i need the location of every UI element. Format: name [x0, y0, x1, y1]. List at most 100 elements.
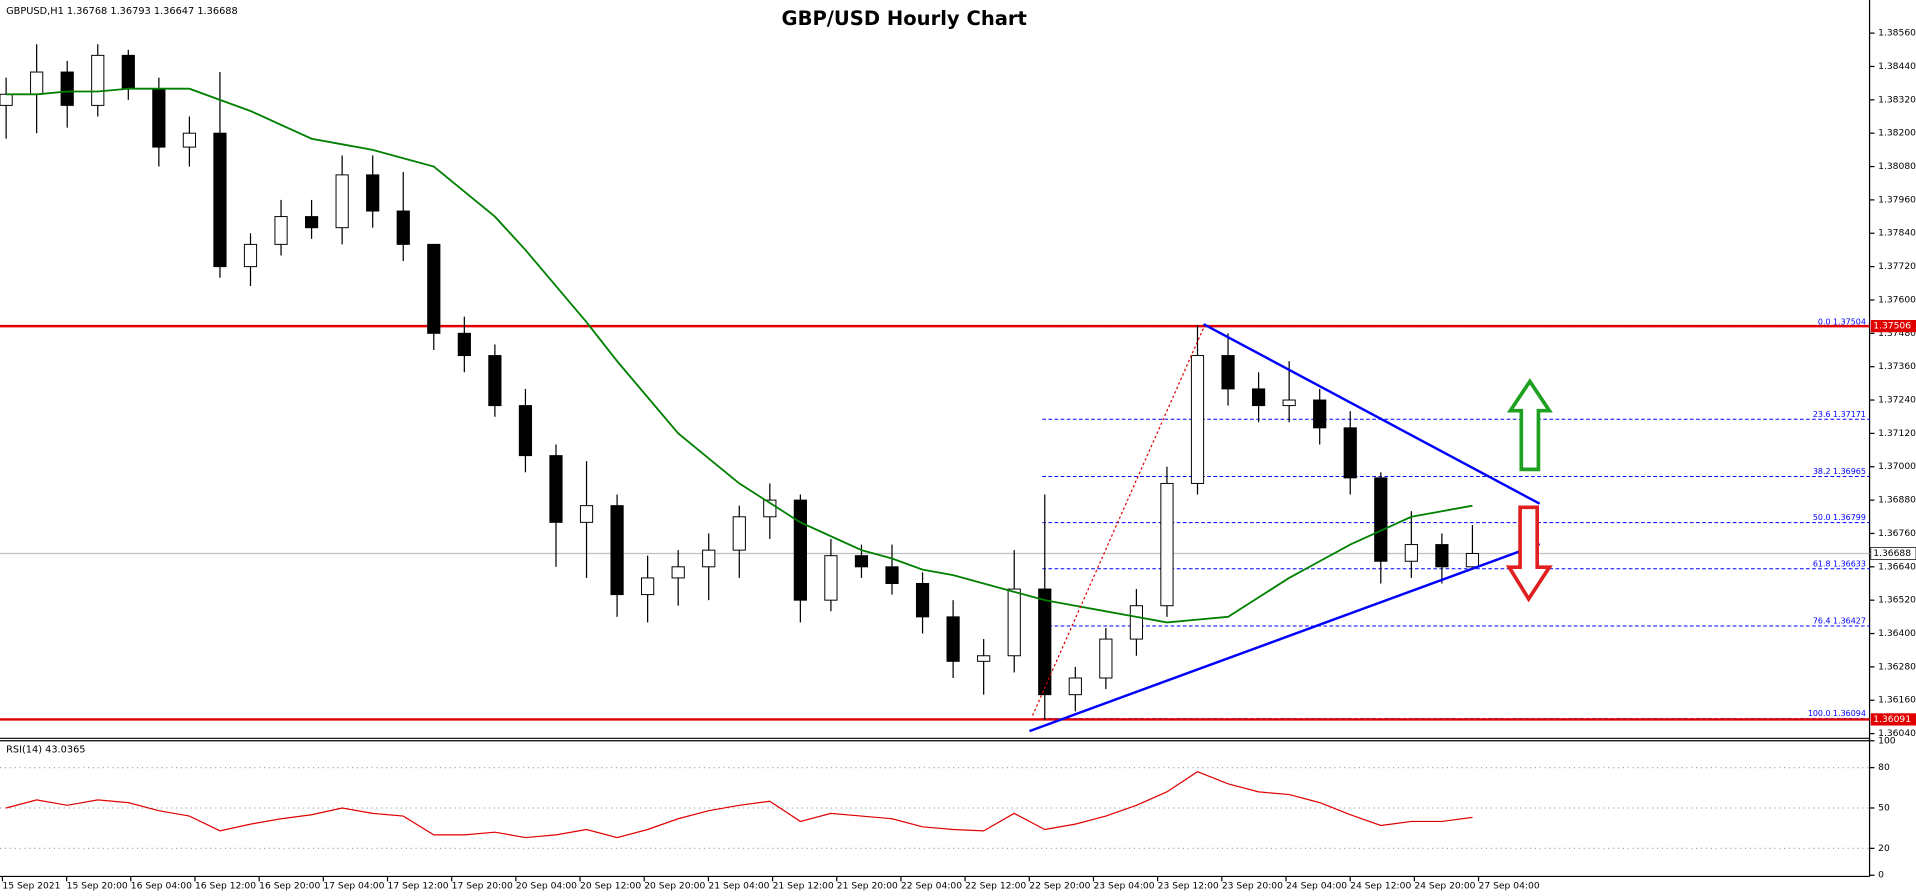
symbol-label: GBPUSD,H1 1.36768 1.36793 1.36647 1.3668…: [6, 6, 238, 17]
candle-body: [1068, 677, 1082, 696]
candle-body: [549, 455, 563, 523]
candle-body: [671, 566, 685, 579]
y-tick-label: 1.37480: [1878, 328, 1916, 339]
y-tick-label: 1.36280: [1878, 661, 1916, 672]
y-tick-label: 1.37720: [1878, 261, 1916, 272]
x-tick-label: 17 Sep 04:00: [323, 881, 384, 892]
rsi-label: RSI(14) 43.0365: [6, 744, 85, 755]
x-tick-label: 17 Sep 12:00: [388, 881, 449, 892]
y-tick-label: 1.36520: [1878, 595, 1916, 606]
x-tick-label: 16 Sep 04:00: [131, 881, 192, 892]
y-tick-label: 1.36640: [1878, 561, 1916, 572]
candle-body: [518, 405, 533, 457]
rsi-tick-label: 0: [1878, 870, 1884, 881]
candle-body: [1221, 355, 1235, 390]
x-tick-label: 15 Sep 2021: [2, 881, 60, 892]
x-tick-label: 23 Sep 04:00: [1093, 881, 1154, 892]
candle-body: [1038, 588, 1052, 696]
x-tick-label: 20 Sep 04:00: [516, 881, 577, 892]
y-tick-label: 1.37000: [1878, 461, 1916, 472]
y-tick-label: 1.38200: [1878, 128, 1916, 139]
candle-body: [427, 243, 441, 334]
candle-body: [213, 132, 227, 268]
x-tick-label: 21 Sep 12:00: [773, 881, 834, 892]
x-tick-label: 15 Sep 20:00: [67, 881, 128, 892]
x-tick-label: 20 Sep 12:00: [580, 881, 641, 892]
level-price: 1.37506: [1873, 321, 1911, 332]
candle-body: [182, 132, 196, 148]
x-tick-label: 22 Sep 20:00: [1029, 881, 1090, 892]
current-price-box: [1870, 546, 1916, 560]
candle-body: [396, 210, 410, 245]
y-tick-label: 1.36400: [1878, 628, 1916, 639]
candle-body: [1374, 477, 1388, 562]
fib-label: 0.0 1.37504: [1818, 317, 1866, 326]
candle-body: [946, 616, 960, 662]
trendline: [1203, 323, 1541, 505]
x-tick-label: 24 Sep 12:00: [1350, 881, 1411, 892]
level-price: 1.36091: [1873, 714, 1911, 725]
back-layer: 1.38560 1.38440 1.38320 1.38200 1.38080 1.379…: [0, 28, 1916, 892]
candle-body: [152, 88, 166, 148]
fib-label: 23.6 1.37171: [1813, 410, 1866, 419]
rsi-tick-label: 80: [1878, 762, 1890, 773]
candle-body: [274, 216, 288, 245]
y-tick-label: 1.37840: [1878, 228, 1916, 239]
candle-body: [610, 505, 624, 596]
candle-body: [457, 332, 471, 357]
candle-body: [885, 566, 899, 584]
candle-body: [1129, 605, 1144, 640]
candle-body: [1099, 638, 1113, 679]
up-arrow: [1506, 378, 1553, 472]
candle-body: [854, 555, 869, 568]
y-tick-label: 1.36160: [1878, 695, 1916, 706]
rsi-line: [5, 770, 1473, 839]
x-tick-label: 27 Sep 04:00: [1479, 881, 1540, 892]
candle-body: [793, 499, 807, 601]
candle-body: [335, 174, 349, 229]
rsi-tick-label: 100: [1878, 735, 1896, 746]
y-tick-label: 1.38080: [1878, 161, 1916, 172]
fib-label: 100.0 1.36094: [1808, 709, 1866, 718]
level-price-box: [1870, 319, 1916, 333]
x-tick-label: 16 Sep 20:00: [259, 881, 320, 892]
candle-body: [1160, 482, 1174, 607]
moving-average: [6, 87, 1473, 624]
candle-body: [1435, 544, 1449, 568]
candle-body: [1282, 399, 1296, 407]
x-tick-label: 24 Sep 04:00: [1286, 881, 1347, 892]
candle-body: [977, 655, 991, 662]
candle-body: [121, 54, 135, 90]
chart-title: GBP/USD Hourly Chart: [782, 7, 1027, 30]
fib-label: 61.8 1.36633: [1813, 559, 1866, 568]
fib-label: 50.0 1.36799: [1813, 513, 1866, 522]
x-tick-label: 17 Sep 20:00: [452, 881, 513, 892]
x-tick-label: 20 Sep 20:00: [644, 881, 705, 892]
front-layer: 1.37506 1.36091 1.36688: [0, 44, 1916, 839]
candle-body: [915, 583, 930, 618]
projection-line: [1031, 327, 1205, 716]
candle-body: [30, 71, 44, 95]
candle-body: [1007, 588, 1021, 657]
candle-body: [0, 93, 13, 106]
y-tick-label: 1.37120: [1878, 428, 1916, 439]
x-tick-label: 23 Sep 12:00: [1158, 881, 1219, 892]
y-tick-label: 1.36760: [1878, 528, 1916, 539]
candle-body: [366, 174, 380, 212]
y-tick-label: 1.38440: [1878, 61, 1916, 72]
y-tick-label: 1.38560: [1878, 28, 1916, 39]
y-tick-label: 1.36040: [1878, 728, 1916, 739]
candle-body: [91, 54, 105, 106]
rsi-tick-label: 20: [1878, 843, 1890, 854]
x-tick-label: 21 Sep 04:00: [708, 881, 769, 892]
candle-body: [243, 243, 258, 268]
level-price-box: [1870, 713, 1916, 726]
x-tick-label: 22 Sep 12:00: [965, 881, 1026, 892]
candle-body: [824, 555, 838, 601]
down-arrow: [1505, 505, 1553, 603]
candle-body: [1465, 552, 1480, 568]
fib-label: 38.2 1.36965: [1813, 467, 1866, 476]
candle-body: [732, 516, 746, 551]
